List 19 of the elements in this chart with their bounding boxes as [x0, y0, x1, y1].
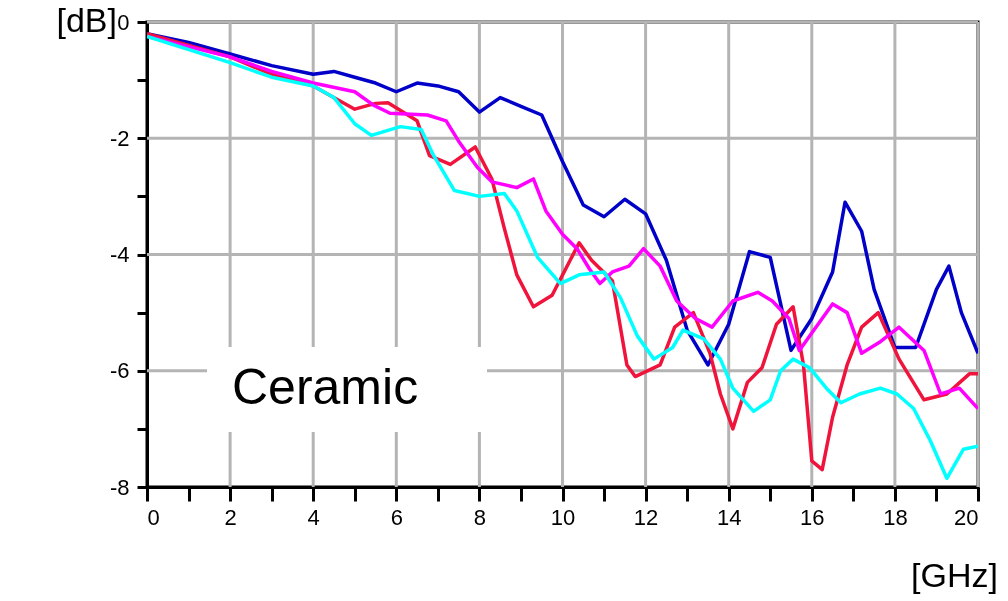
- y-tick-label: -6: [109, 358, 130, 384]
- y-tick-label: -8: [109, 474, 130, 500]
- y-tick-label: -2: [109, 125, 130, 151]
- x-tick-label: 8: [473, 504, 487, 530]
- x-tick-label: 14: [716, 504, 742, 530]
- y-tick-label: -4: [109, 242, 130, 267]
- x-tick-label: 10: [550, 504, 576, 530]
- x-axis-title: [GHz]: [911, 556, 998, 594]
- x-tick-label: 20: [954, 504, 979, 530]
- x-tick-label: 6: [390, 504, 403, 530]
- x-tick-label: 0: [147, 504, 160, 530]
- x-tick-label: 4: [307, 504, 320, 530]
- x-tick-label: 2: [224, 504, 237, 530]
- x-tick-label: 16: [800, 504, 825, 530]
- annotation: Ceramic: [232, 359, 419, 415]
- y-tick-label: 0: [117, 9, 130, 35]
- x-tick-label: 12: [633, 504, 659, 530]
- y-axis-title: [dB]: [56, 1, 117, 39]
- x-tick-label: 18: [883, 504, 908, 530]
